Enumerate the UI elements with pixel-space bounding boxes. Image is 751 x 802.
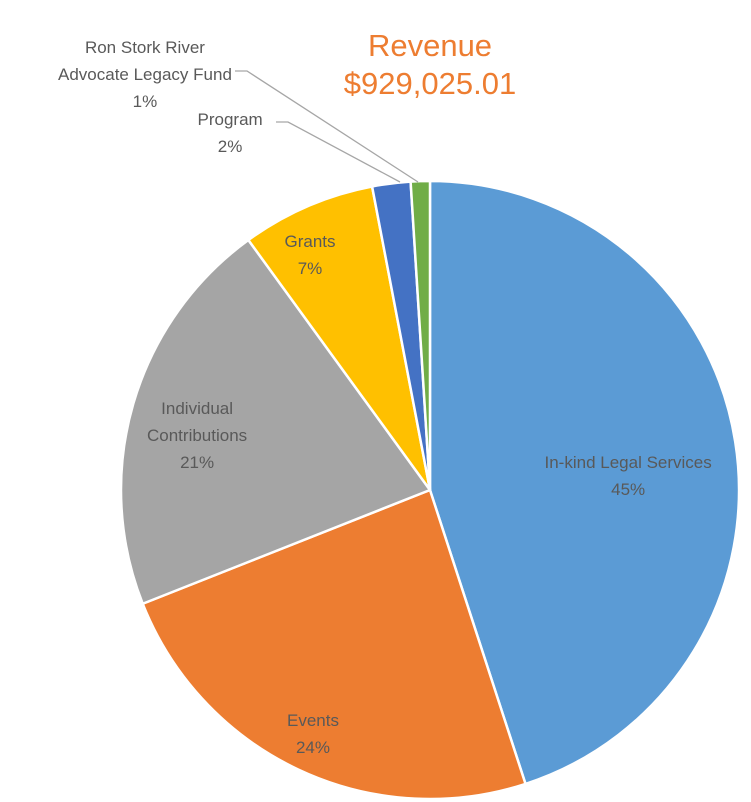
pie-slice-ron-stork-river-advocate-legacy-fund	[409, 179, 432, 492]
slice-name-label: In-kind Legal Services	[544, 453, 712, 472]
slice-percent-label: 2%	[217, 137, 243, 156]
slice-percent-label: 7%	[297, 259, 323, 278]
pie-slice-grants	[247, 185, 432, 492]
slice-label: Individual Contributions 21%	[147, 395, 247, 476]
slice-percent-label: 45%	[611, 480, 646, 499]
slice-percent-label: 1%	[132, 91, 158, 111]
leader-line	[235, 70, 419, 183]
slice-name-label: Ron Stork River	[84, 37, 205, 57]
slice-label: Ron Stork River Advocate Legacy Fund 1%	[58, 34, 232, 115]
slice-label: Events 24%	[287, 707, 339, 761]
slice-name-label: Advocate Legacy Fund	[58, 64, 232, 84]
pie-slice-events	[141, 488, 527, 801]
slice-label: Grants 7%	[285, 228, 336, 282]
slice-label: Program 2%	[198, 106, 263, 160]
slice-name-label: Contributions	[147, 425, 248, 445]
slice-name-label: Individual	[161, 398, 233, 418]
slice-percent-label: 24%	[295, 738, 330, 757]
slice-label: In-kind Legal Services 45%	[545, 449, 712, 503]
slice-name-label: Events	[287, 711, 339, 730]
pie-slice-in-kind-legal-services	[428, 179, 741, 786]
slice-name-label: Program	[197, 110, 263, 129]
chart-title: Revenue	[367, 28, 493, 63]
leader-line	[276, 121, 401, 183]
chart-subtitle: $929,025.01	[343, 66, 517, 101]
slice-percent-label: 21%	[180, 452, 215, 472]
pie-slice-individual-contributions	[119, 238, 432, 605]
slice-name-label: Grants	[284, 232, 336, 251]
